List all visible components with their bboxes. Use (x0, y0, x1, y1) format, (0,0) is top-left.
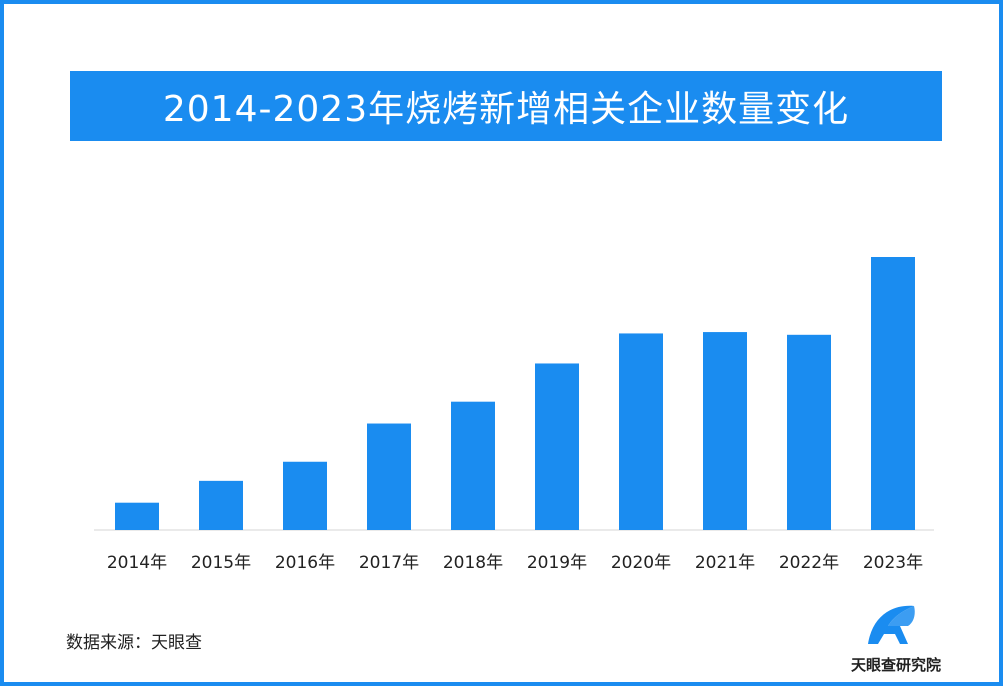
x-tick-label: 2021年 (695, 553, 755, 573)
bar-chart: 2014年 2015年 2016年 2017年 2018年 2019年 2020年 2021年… (94, 257, 934, 573)
brand-logo-block: 天眼查研究院 (846, 600, 956, 680)
bars-group (94, 257, 934, 531)
bar-2018年 (451, 401, 495, 530)
x-tick-label: 2016年 (275, 553, 335, 573)
x-tick-label: 2022年 (779, 553, 839, 573)
x-tick-labels: 2014年 2015年 2016年 2017年 2018年 2019年 2020年 2021年… (107, 553, 923, 573)
x-tick-label: 2015年 (191, 553, 251, 573)
bar-2023年 (871, 257, 915, 530)
bar-2016年 (283, 461, 327, 530)
chart-title: 2014-2023年烧烤新增相关企业数量变化 (162, 89, 850, 130)
bar-2014年 (115, 502, 159, 530)
bar-2020年 (619, 333, 663, 530)
tianyancha-logo-icon (868, 605, 915, 644)
data-source: 数据来源：天眼查 (66, 633, 202, 653)
x-tick-label: 2023年 (863, 553, 923, 573)
bar-2017年 (367, 423, 411, 530)
bar-2022年 (787, 334, 831, 530)
bar-2019年 (535, 363, 579, 530)
brand-name: 天眼查研究院 (850, 656, 941, 674)
x-tick-label: 2020年 (611, 553, 671, 573)
x-tick-label: 2019年 (527, 553, 587, 573)
x-tick-label: 2017年 (359, 553, 419, 573)
bar-2015年 (199, 480, 243, 530)
title-banner: 2014-2023年烧烤新增相关企业数量变化 (70, 71, 942, 141)
x-tick-label: 2014年 (107, 553, 167, 573)
x-tick-label: 2018年 (443, 553, 503, 573)
bar-2021年 (703, 332, 747, 530)
